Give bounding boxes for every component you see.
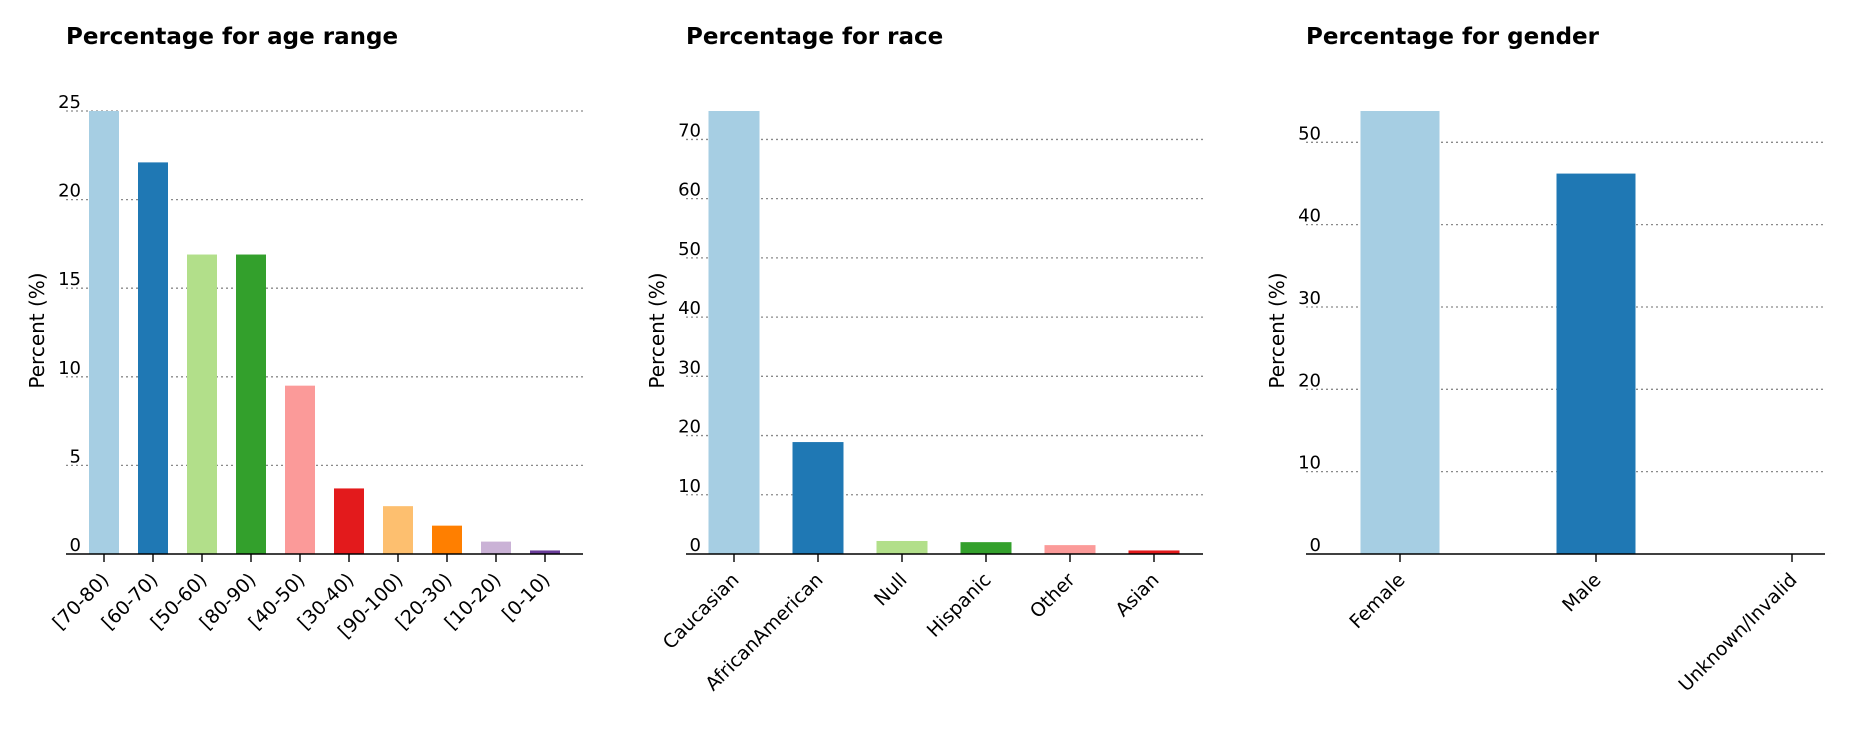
bar-age-0 <box>89 111 119 554</box>
y-tick-label: 70 <box>678 120 701 141</box>
y-tick-label: 60 <box>678 180 701 201</box>
y-tick-label: 30 <box>678 357 701 378</box>
bar-age-9 <box>530 550 560 554</box>
chart-title-race: Percentage for race <box>686 24 944 50</box>
chart-panel-race: Percentage for race 0 10 20 30 40 50 60 70 Perce… <box>620 0 1220 740</box>
bar-race-5 <box>1128 550 1180 554</box>
bar-gender-1 <box>1556 173 1636 554</box>
bar-chart-gender: 0 10 20 30 40 50 Percent (%) Female Male Unknown/… <box>1265 111 1832 696</box>
chart-panel-age: Percentage for age range 0 5 10 15 20 25 Perce… <box>0 0 600 740</box>
x-tick-label: Other <box>1026 569 1080 623</box>
x-tick-label: Asian <box>1111 569 1163 621</box>
bar-gender-0 <box>1360 111 1440 554</box>
y-tick-label: 0 <box>70 535 81 556</box>
bar-age-5 <box>334 488 364 554</box>
bar-race-3 <box>960 542 1012 554</box>
y-tick-label: 0 <box>690 535 701 556</box>
y-tick-label: 40 <box>678 298 701 319</box>
chart-panel-gender: Percentage for gender 0 10 20 30 40 50 Percent… <box>1240 0 1840 740</box>
bar-age-2 <box>187 254 217 555</box>
x-tick-label: Unknown/Invalid <box>1674 569 1801 696</box>
y-tick-label: 40 <box>1298 206 1321 227</box>
bar-race-1 <box>792 442 844 554</box>
y-tick-label: 30 <box>1298 288 1321 309</box>
y-tick-label: 0 <box>1310 535 1321 556</box>
bar-race-0 <box>708 111 760 554</box>
y-tick-label: 15 <box>58 269 81 290</box>
y-axis-label: Percent (%) <box>25 272 49 388</box>
x-tick-label: Hispanic <box>923 569 996 642</box>
y-tick-label: 25 <box>58 92 81 113</box>
chart-title-gender: Percentage for gender <box>1306 24 1599 50</box>
y-tick-label: 10 <box>58 358 81 379</box>
y-tick-label: 5 <box>70 446 81 467</box>
bar-age-8 <box>481 541 511 554</box>
y-axis-label: Percent (%) <box>1265 272 1289 388</box>
x-tick-label: Female <box>1345 569 1409 633</box>
x-tick-label: Caucasian <box>659 569 744 654</box>
bar-age-6 <box>383 506 413 554</box>
bar-race-2 <box>876 540 928 554</box>
bar-age-3 <box>236 254 266 555</box>
y-tick-label: 10 <box>678 476 701 497</box>
y-tick-label: 20 <box>58 181 81 202</box>
x-tick-label: [0-10) <box>498 569 555 626</box>
bar-age-4 <box>285 385 315 554</box>
bar-age-1 <box>138 162 168 554</box>
bar-race-4 <box>1044 545 1096 554</box>
y-tick-label: 20 <box>678 417 701 438</box>
y-tick-label: 50 <box>1298 123 1321 144</box>
y-tick-label: 50 <box>678 239 701 260</box>
bar-age-7 <box>432 525 462 554</box>
y-axis-label: Percent (%) <box>645 272 669 388</box>
y-tick-label: 10 <box>1298 453 1321 474</box>
y-tick-label: 20 <box>1298 370 1321 391</box>
x-tick-label: Null <box>870 569 912 611</box>
x-tick-label: Male <box>1558 569 1605 616</box>
chart-title-age: Percentage for age range <box>66 24 399 50</box>
